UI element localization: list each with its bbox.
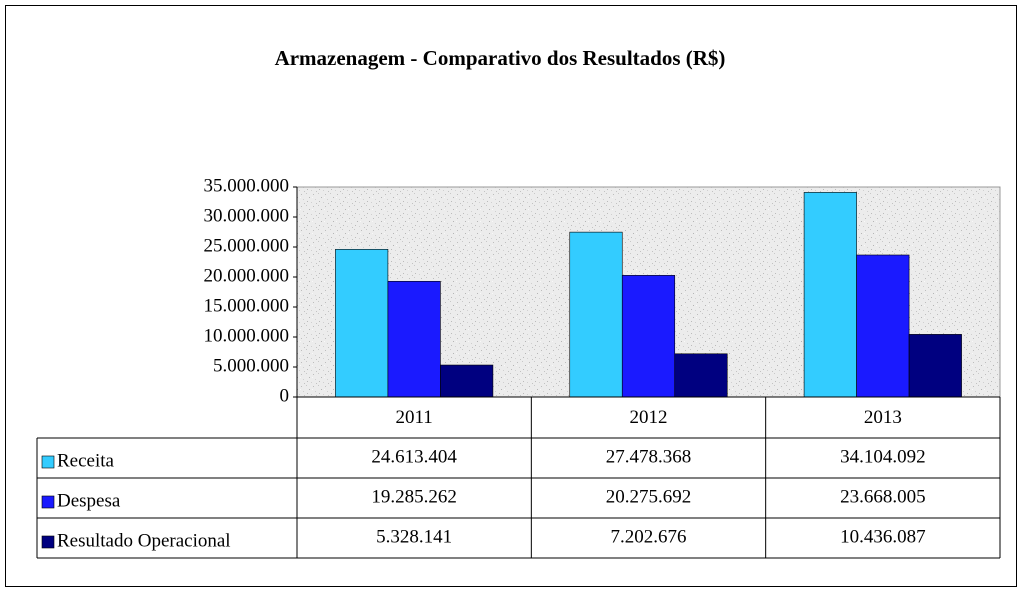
table-value: 23.668.005 (840, 486, 926, 507)
x-tick-label: 2012 (630, 407, 668, 428)
table-value: 34.104.092 (840, 446, 926, 467)
bar (569, 231, 623, 398)
y-tick-label: 15.000.000 (204, 295, 290, 316)
bar (387, 280, 441, 398)
y-tick-label: 30.000.000 (204, 205, 290, 226)
table-value: 10.436.087 (840, 526, 926, 547)
bar (908, 334, 962, 398)
legend-label: Despesa (57, 490, 121, 511)
y-tick-label: 35.000.000 (204, 175, 290, 196)
table-value: 19.285.262 (371, 486, 457, 507)
legend-label: Resultado Operacional (57, 530, 231, 551)
y-tick-label: 0 (280, 385, 290, 406)
y-tick-label: 20.000.000 (204, 265, 290, 286)
bar (856, 254, 910, 398)
bar (440, 364, 494, 398)
x-tick-label: 2013 (864, 407, 902, 428)
bar (621, 275, 676, 398)
bar (674, 353, 728, 398)
legend-label: Receita (57, 450, 115, 471)
table-value: 7.202.676 (611, 526, 687, 547)
legend-key (41, 535, 55, 549)
legend-key (41, 495, 55, 509)
table-value: 5.328.141 (376, 526, 452, 547)
bar (803, 192, 857, 398)
chart-title: Armazenagem - Comparativo dos Resultados… (275, 46, 726, 70)
legend-key (41, 455, 55, 469)
y-tick-label: 25.000.000 (204, 235, 290, 256)
x-tick-label: 2011 (396, 407, 433, 428)
bar (335, 249, 389, 398)
table-value: 24.613.404 (371, 446, 457, 467)
table-value: 27.478.368 (606, 446, 692, 467)
y-tick-label: 10.000.000 (204, 325, 290, 346)
y-tick-label: 5.000.000 (213, 355, 289, 376)
table-value: 20.275.692 (606, 486, 692, 507)
